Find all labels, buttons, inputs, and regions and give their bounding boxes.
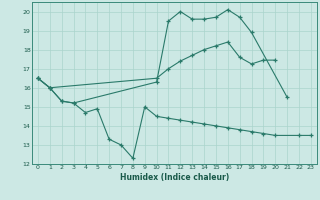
X-axis label: Humidex (Indice chaleur): Humidex (Indice chaleur) [120, 173, 229, 182]
